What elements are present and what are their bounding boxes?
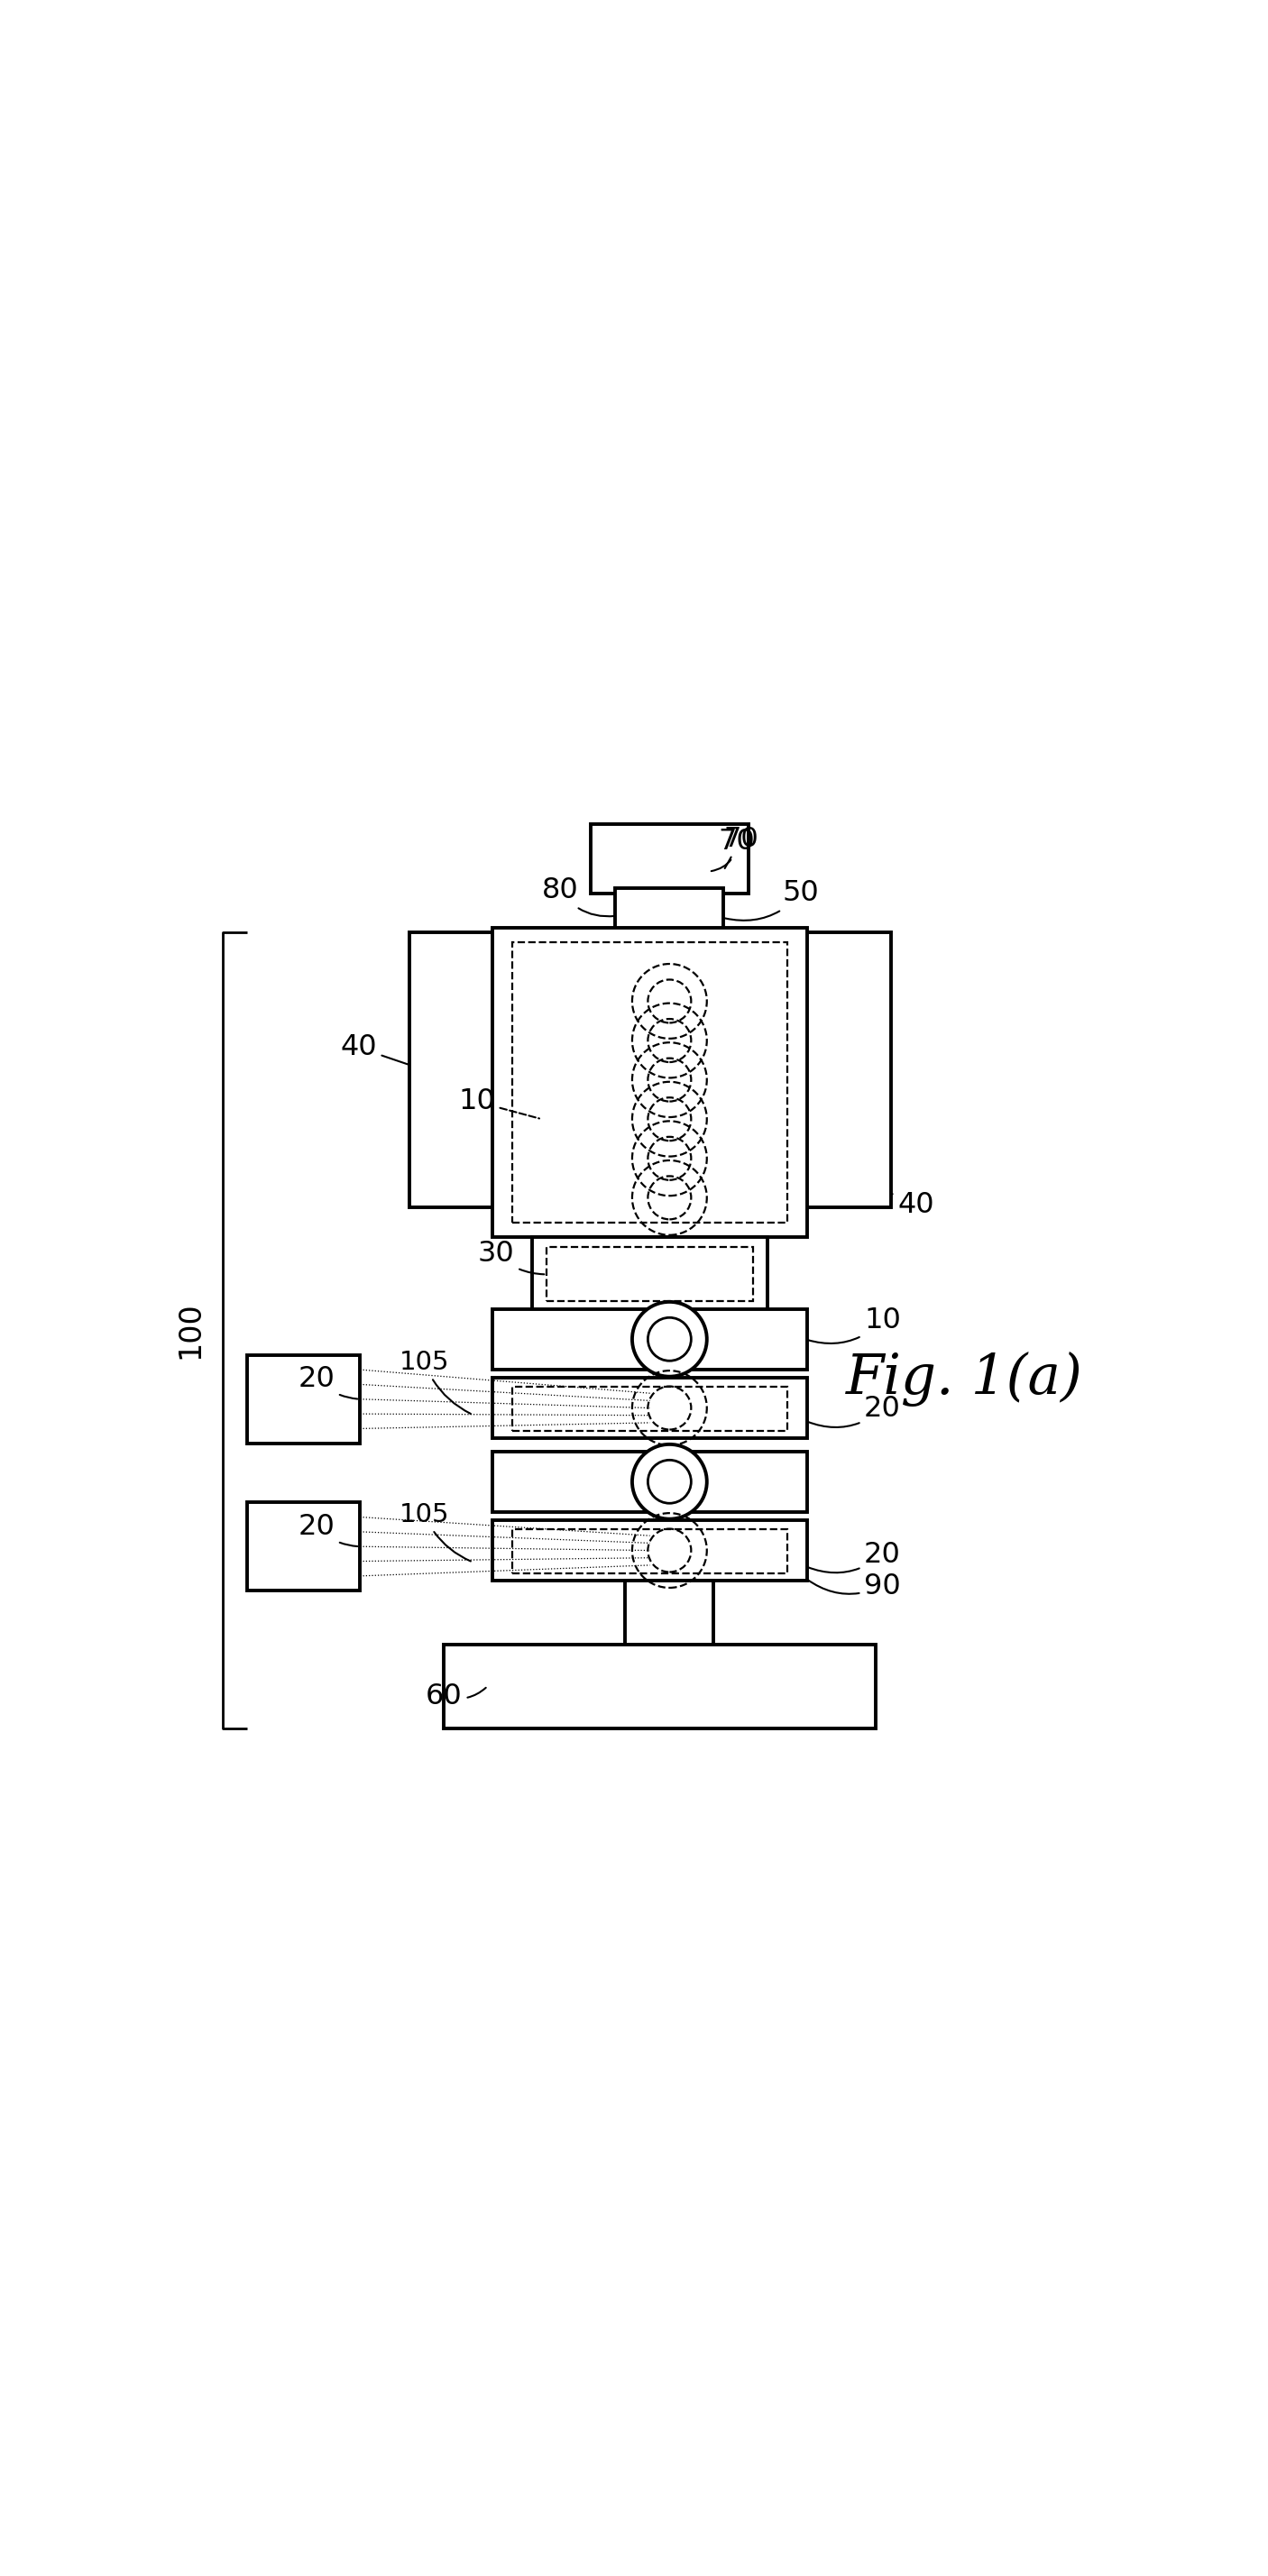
FancyBboxPatch shape bbox=[492, 1450, 808, 1512]
Text: 80: 80 bbox=[541, 876, 615, 917]
Circle shape bbox=[633, 1445, 706, 1520]
Text: 40: 40 bbox=[893, 1190, 935, 1218]
Text: 70: 70 bbox=[711, 827, 756, 871]
FancyBboxPatch shape bbox=[492, 1520, 808, 1582]
Text: 105: 105 bbox=[399, 1350, 470, 1414]
Text: 60: 60 bbox=[426, 1682, 486, 1710]
Text: 40: 40 bbox=[340, 1033, 408, 1064]
FancyBboxPatch shape bbox=[410, 933, 497, 1208]
FancyBboxPatch shape bbox=[803, 933, 890, 1208]
Circle shape bbox=[633, 1301, 706, 1376]
FancyBboxPatch shape bbox=[591, 824, 748, 894]
FancyBboxPatch shape bbox=[615, 889, 724, 933]
Text: 10: 10 bbox=[808, 1306, 902, 1345]
FancyBboxPatch shape bbox=[492, 1378, 808, 1437]
FancyBboxPatch shape bbox=[247, 1355, 360, 1443]
Text: 30: 30 bbox=[478, 1239, 544, 1275]
FancyBboxPatch shape bbox=[533, 1236, 768, 1311]
Text: Fig. 1(a): Fig. 1(a) bbox=[846, 1352, 1083, 1406]
Text: 20: 20 bbox=[298, 1365, 358, 1399]
Text: 70: 70 bbox=[724, 827, 758, 868]
FancyBboxPatch shape bbox=[625, 1582, 714, 1649]
Text: 10: 10 bbox=[458, 1087, 539, 1118]
FancyBboxPatch shape bbox=[444, 1643, 876, 1728]
Text: 105: 105 bbox=[399, 1502, 470, 1561]
Text: 20: 20 bbox=[298, 1512, 358, 1546]
Text: 50: 50 bbox=[725, 878, 819, 920]
Text: 20: 20 bbox=[808, 1396, 902, 1427]
FancyBboxPatch shape bbox=[247, 1502, 360, 1592]
Circle shape bbox=[648, 1461, 691, 1504]
Text: 20: 20 bbox=[808, 1540, 902, 1574]
Text: 90: 90 bbox=[808, 1571, 900, 1600]
FancyBboxPatch shape bbox=[492, 927, 808, 1236]
Text: 100: 100 bbox=[175, 1301, 205, 1360]
FancyBboxPatch shape bbox=[492, 1309, 808, 1370]
Circle shape bbox=[648, 1316, 691, 1360]
